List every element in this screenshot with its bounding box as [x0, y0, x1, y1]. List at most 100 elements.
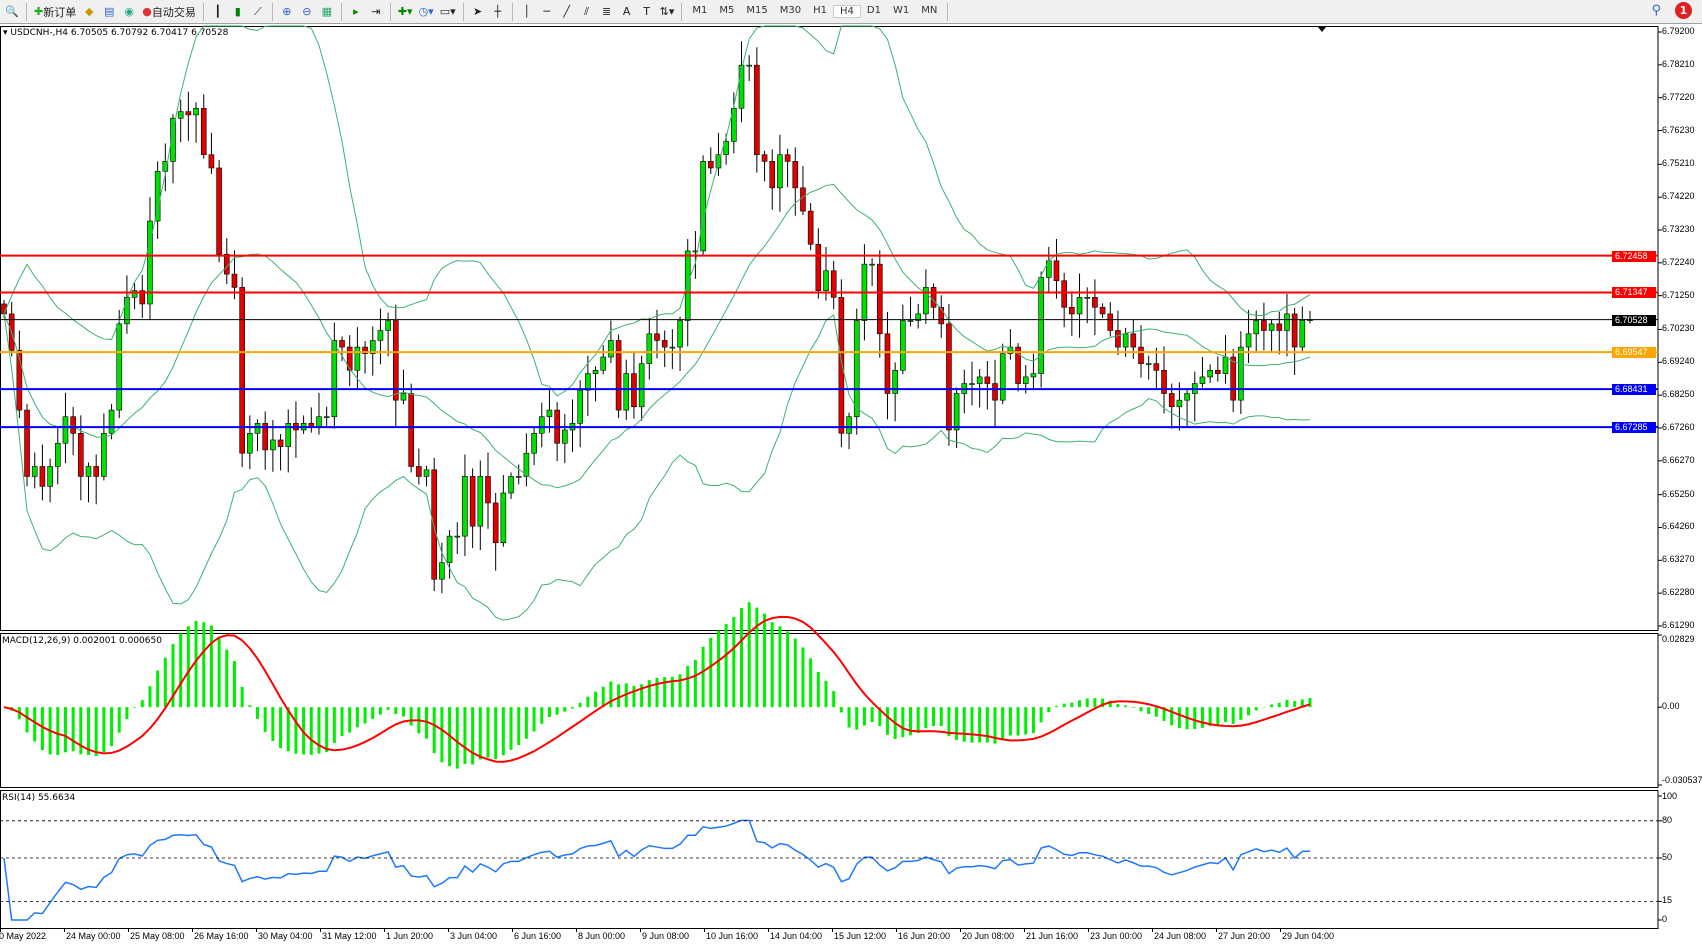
fibonacci-icon[interactable]: ≣ — [602, 5, 612, 18]
bull-candle — [1145, 363, 1152, 365]
timeframe-m15[interactable]: M15 — [746, 5, 768, 16]
rsi-tick-label: 50 — [1662, 852, 1673, 862]
bear-candle — [1130, 333, 1137, 348]
bull-candle — [1207, 369, 1213, 378]
bull-candle — [1030, 373, 1037, 378]
timeframe-mn[interactable]: MN — [921, 5, 938, 16]
crosshair-icon[interactable]: ┼ — [494, 5, 501, 18]
search-icon[interactable]: 🔍 — [5, 5, 19, 18]
bull-candle — [515, 476, 522, 478]
price-tick-label: 6.61290 — [1662, 620, 1695, 630]
auto-trading-button[interactable]: ● 自动交易 — [139, 2, 199, 22]
bull-candle — [777, 154, 783, 189]
bull-candle — [108, 409, 115, 434]
periods-icon[interactable]: ◷▾ — [418, 5, 434, 18]
price-tick-label: 6.66270 — [1662, 454, 1695, 465]
bull-candle — [400, 393, 407, 401]
bear-candle — [1099, 306, 1106, 315]
bull-candle — [915, 313, 922, 321]
macd-tick-label: 0.02829 — [1662, 634, 1695, 644]
bull-candle — [254, 423, 261, 434]
bull-candle — [131, 290, 138, 298]
vertical-line-icon[interactable]: │ — [523, 5, 530, 18]
channel-icon[interactable]: ⫽ — [584, 4, 590, 18]
bear-candle — [70, 416, 76, 434]
bull-candle — [316, 416, 322, 427]
bull-candle — [523, 452, 530, 477]
bull-candle — [623, 373, 630, 411]
bear-candle — [800, 187, 806, 212]
bull-candle — [331, 340, 338, 418]
time-label: 24 Jun 08:00 — [1154, 931, 1207, 941]
timeframe-m30[interactable]: M30 — [779, 5, 802, 16]
zoom-in-icon[interactable]: ⊕ — [282, 5, 292, 18]
new-order-icon: ✚ — [34, 5, 44, 18]
price-level-tag: 6.67285 — [1612, 422, 1656, 434]
timeframe-d1[interactable]: D1 — [866, 5, 881, 16]
timeframe-h4[interactable]: H4 — [832, 5, 861, 18]
bull-candle — [62, 416, 69, 444]
bar-chart-icon[interactable]: ┃ — [214, 5, 222, 18]
time-label: 24 May 00:00 — [66, 931, 121, 941]
bull-candle — [85, 466, 92, 477]
time-label: 27 Jun 20:00 — [1218, 931, 1271, 941]
bull-candle — [900, 320, 906, 371]
price-tick-label: 6.65250 — [1662, 488, 1695, 499]
text-label-icon[interactable]: T — [643, 5, 650, 18]
timeframe-m5[interactable]: M5 — [719, 5, 735, 16]
bear-candle — [469, 476, 476, 527]
bull-candle — [700, 161, 706, 252]
bear-candle — [346, 346, 353, 371]
timeframe-h1[interactable]: H1 — [813, 5, 827, 16]
rsi-tick-label: 0 — [1662, 914, 1668, 924]
text-icon[interactable]: A — [622, 5, 631, 18]
autoscroll-icon[interactable]: ▸ — [353, 5, 359, 18]
bear-candle — [1115, 330, 1121, 348]
metaeditor-icon[interactable]: ◆ — [84, 5, 94, 18]
cursor-icon[interactable]: ➤ — [473, 5, 483, 18]
bull-candle — [369, 340, 376, 355]
bear-candle — [761, 154, 768, 162]
bollinger-lower — [3, 313, 1311, 621]
bull-candle — [892, 369, 898, 394]
time-label: 8 Jun 00:00 — [578, 931, 626, 941]
chart-shift-icon[interactable]: ⇥ — [371, 5, 381, 18]
time-label: 31 May 12:00 — [322, 931, 377, 941]
bull-candle — [976, 376, 983, 384]
tile-windows-icon[interactable]: ▦ — [321, 5, 333, 18]
bear-candle — [216, 167, 222, 255]
bull-candle — [285, 423, 292, 447]
bull-candle — [147, 220, 153, 305]
line-chart-icon[interactable]: ⟋ — [253, 4, 262, 18]
terminal-icon[interactable]: ▤ — [104, 5, 115, 18]
rsi-line — [3, 819, 1311, 921]
indicators-icon[interactable]: ✚▾ — [397, 5, 413, 18]
trendline-icon[interactable]: ╱ — [563, 5, 570, 18]
bull-candle — [723, 141, 729, 156]
zoom-out-icon[interactable]: ⊖ — [302, 5, 312, 18]
bear-candle — [408, 393, 414, 467]
bull-candle — [162, 161, 169, 172]
bull-candle — [1284, 313, 1290, 331]
price-tick-label: 6.64260 — [1662, 521, 1695, 532]
bull-candle — [116, 323, 123, 411]
pane-frame — [0, 633, 1659, 788]
bear-candle — [1138, 346, 1144, 364]
timeframe-m1[interactable]: M1 — [692, 5, 708, 16]
arrows-icon[interactable]: ⇅▾ — [659, 5, 675, 18]
bull-candle — [385, 320, 391, 331]
search-icon[interactable]: ⚲ — [1651, 3, 1661, 18]
timeframe-w1[interactable]: W1 — [892, 5, 910, 16]
candlestick-icon[interactable]: ▮ — [234, 5, 241, 18]
price-tick-label: 6.69240 — [1662, 356, 1695, 367]
time-label: 26 May 16:00 — [194, 931, 249, 941]
templates-icon[interactable]: ▭▾ — [439, 5, 456, 18]
signals-icon[interactable]: ◉ — [124, 5, 135, 18]
bull-candle — [193, 107, 199, 116]
bull-candle — [853, 320, 860, 418]
horizontal-line-icon[interactable]: ─ — [543, 5, 550, 18]
new-order-button[interactable]: ✚ 新订单 — [31, 2, 79, 22]
notifications-badge[interactable]: 1 — [1675, 2, 1692, 19]
time-label: 1 Jun 20:00 — [386, 931, 434, 941]
